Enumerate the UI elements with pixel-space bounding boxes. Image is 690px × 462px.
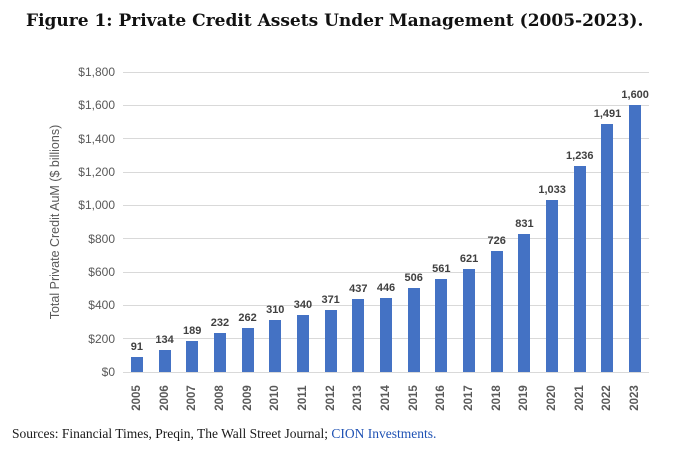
gridline [123, 171, 649, 173]
x-tick-label: 2012 [324, 385, 337, 411]
bar [241, 328, 254, 372]
x-tick-label: 2019 [518, 385, 531, 411]
x-tick-label: 2023 [629, 385, 642, 411]
bar-value-label: 310 [266, 304, 285, 317]
bar [158, 349, 171, 372]
x-tick-label: 2020 [546, 385, 559, 411]
bar [435, 278, 448, 372]
x-tick-label: 2006 [158, 385, 171, 411]
bar [546, 199, 559, 372]
bar-value-label: 726 [487, 235, 506, 247]
bar-value-label: 371 [321, 294, 340, 307]
bar-value-label: 1,033 [538, 183, 566, 196]
y-tick-label: $0 [101, 365, 115, 379]
sources-text: Sources: Financial Times, Preqin, The Wa… [12, 426, 332, 441]
y-tick-label: $400 [88, 298, 115, 313]
bar-value-label: 1,491 [593, 107, 622, 120]
bar [407, 287, 420, 372]
gridline [123, 71, 649, 73]
bar [296, 315, 309, 372]
gridline [123, 238, 649, 240]
y-tick-label: $800 [88, 231, 115, 246]
bar-value-label: 232 [210, 317, 230, 330]
gridline [123, 204, 649, 206]
bar [629, 105, 642, 372]
x-tick-label: 2008 [213, 385, 226, 411]
bar [130, 356, 143, 372]
figure-title: Figure 1: Private Credit Assets Under Ma… [26, 11, 644, 31]
x-tick-label: 2013 [352, 385, 365, 411]
y-tick-label: $600 [88, 265, 115, 279]
bar-value-label: 621 [459, 252, 479, 265]
x-tick-label: 2017 [463, 385, 476, 411]
gridline [123, 271, 649, 273]
bar-value-label: 1,236 [566, 150, 594, 162]
y-tick-label: $1,000 [78, 198, 115, 213]
sources-line: Sources: Financial Times, Preqin, The Wa… [12, 426, 436, 442]
gridline [123, 138, 649, 140]
y-tick-label: $1,200 [78, 165, 115, 179]
bar-value-label: 506 [404, 271, 423, 284]
bar [463, 268, 476, 372]
bar [352, 299, 365, 372]
gridline [123, 104, 649, 106]
bar [269, 320, 282, 372]
bar [213, 333, 226, 372]
x-tick-label: 2021 [573, 385, 586, 411]
x-tick-label: 2015 [407, 385, 420, 411]
bar-value-label: 189 [183, 324, 202, 337]
bar-value-label: 831 [515, 217, 534, 230]
x-tick-label: 2011 [296, 385, 309, 411]
x-tick-label: 2014 [380, 385, 392, 411]
bar-value-label: 262 [238, 312, 257, 325]
bar [518, 233, 531, 372]
x-tick-label: 2005 [130, 385, 143, 411]
x-tick-label: 2009 [241, 385, 254, 411]
gridline [123, 371, 649, 373]
bar [380, 297, 392, 372]
x-tick-label: 2007 [186, 385, 199, 411]
bar-value-label: 91 [130, 340, 143, 353]
x-tick-label: 2010 [269, 385, 282, 411]
y-tick-label: $1,800 [78, 65, 115, 79]
sources-period: . [433, 426, 437, 441]
bar-value-label: 561 [432, 262, 451, 275]
x-tick-label: 2016 [435, 385, 448, 411]
bar-value-label: 437 [349, 283, 368, 296]
bar [601, 123, 614, 372]
bar-value-label: 134 [155, 333, 174, 346]
bar [573, 166, 586, 372]
cion-investments-link[interactable]: CION Investments [331, 426, 434, 441]
x-tick-label: 2018 [490, 385, 503, 411]
y-tick-label: $200 [88, 331, 115, 346]
bar-value-label: 340 [293, 299, 313, 312]
y-tick-label: $1,400 [78, 131, 115, 146]
bar [324, 310, 337, 372]
bar [490, 251, 503, 372]
bar [186, 340, 199, 372]
y-tick-label: $1,600 [78, 98, 115, 113]
bar-value-label: 446 [376, 281, 396, 294]
bar-value-label: 1,600 [621, 89, 649, 102]
x-tick-label: 2022 [601, 385, 614, 411]
y-axis-title: Total Private Credit AuM ($ billions) [48, 124, 62, 320]
